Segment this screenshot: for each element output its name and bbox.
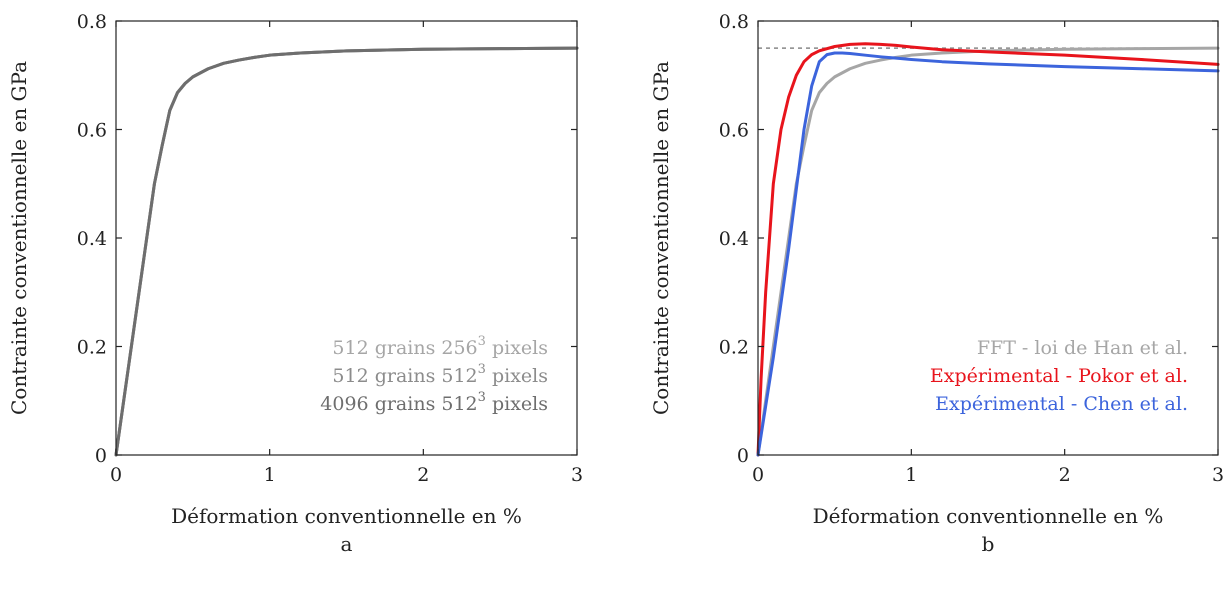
x-tick-label: 0 (110, 464, 122, 486)
x-tick-label: 1 (905, 464, 917, 486)
legend-entry-3: Expérimental - Chen et al. (935, 393, 1188, 415)
x-tick-label: 3 (1212, 464, 1224, 486)
panel-a: 0 1 2 3 0 0.2 0.4 0.6 0.8 Déformation conventionn… (7, 11, 583, 556)
legend-entry-1: 512 grains 2563 pixels (332, 334, 548, 359)
y-tick-label: 0.8 (719, 11, 749, 33)
x-axis-label: Déformation conventionnelle en % (813, 504, 1164, 528)
y-tick-label: 0.6 (77, 120, 107, 142)
y-tick-label: 0.8 (77, 11, 107, 33)
y-tick-label: 0 (95, 445, 107, 467)
plot-frame (757, 20, 1219, 456)
y-axis-label: Contrainte conventionnelle en GPa (649, 61, 673, 415)
legend-entry-2: Expérimental - Pokor et al. (930, 365, 1188, 387)
series-line-2 (756, 42, 1220, 457)
x-axis-label: Déformation conventionnelle en % (171, 504, 522, 528)
x-tick-label: 3 (571, 464, 583, 486)
y-axis-label: Contrainte conventionnelle en GPa (7, 61, 31, 415)
series-line-3 (114, 46, 579, 457)
legend-entry-2: 512 grains 5123 pixels (332, 362, 548, 387)
x-tick-label: 2 (417, 464, 429, 486)
panel-label: b (982, 532, 995, 556)
panel-b: 0 1 2 3 0 0.2 0.4 0.6 0.8 Déformation conventionn… (649, 11, 1224, 556)
x-tick-label: 2 (1059, 464, 1071, 486)
x-tick-label: 0 (752, 464, 764, 486)
legend-entry-3: 4096 grains 5123 pixels (320, 390, 548, 415)
y-tick-label: 0.2 (719, 337, 749, 359)
y-tick-label: 0.4 (719, 228, 749, 250)
plot-frame (115, 20, 578, 456)
legend-entry-1: FFT - loi de Han et al. (977, 337, 1188, 359)
y-tick-label: 0.2 (77, 337, 107, 359)
x-tick-label: 1 (264, 464, 276, 486)
y-tick-label: 0.6 (719, 120, 749, 142)
y-tick-label: 0.4 (77, 228, 107, 250)
y-tick-label: 0 (737, 445, 749, 467)
panel-label: a (341, 532, 353, 556)
series-line-3 (756, 51, 1220, 457)
